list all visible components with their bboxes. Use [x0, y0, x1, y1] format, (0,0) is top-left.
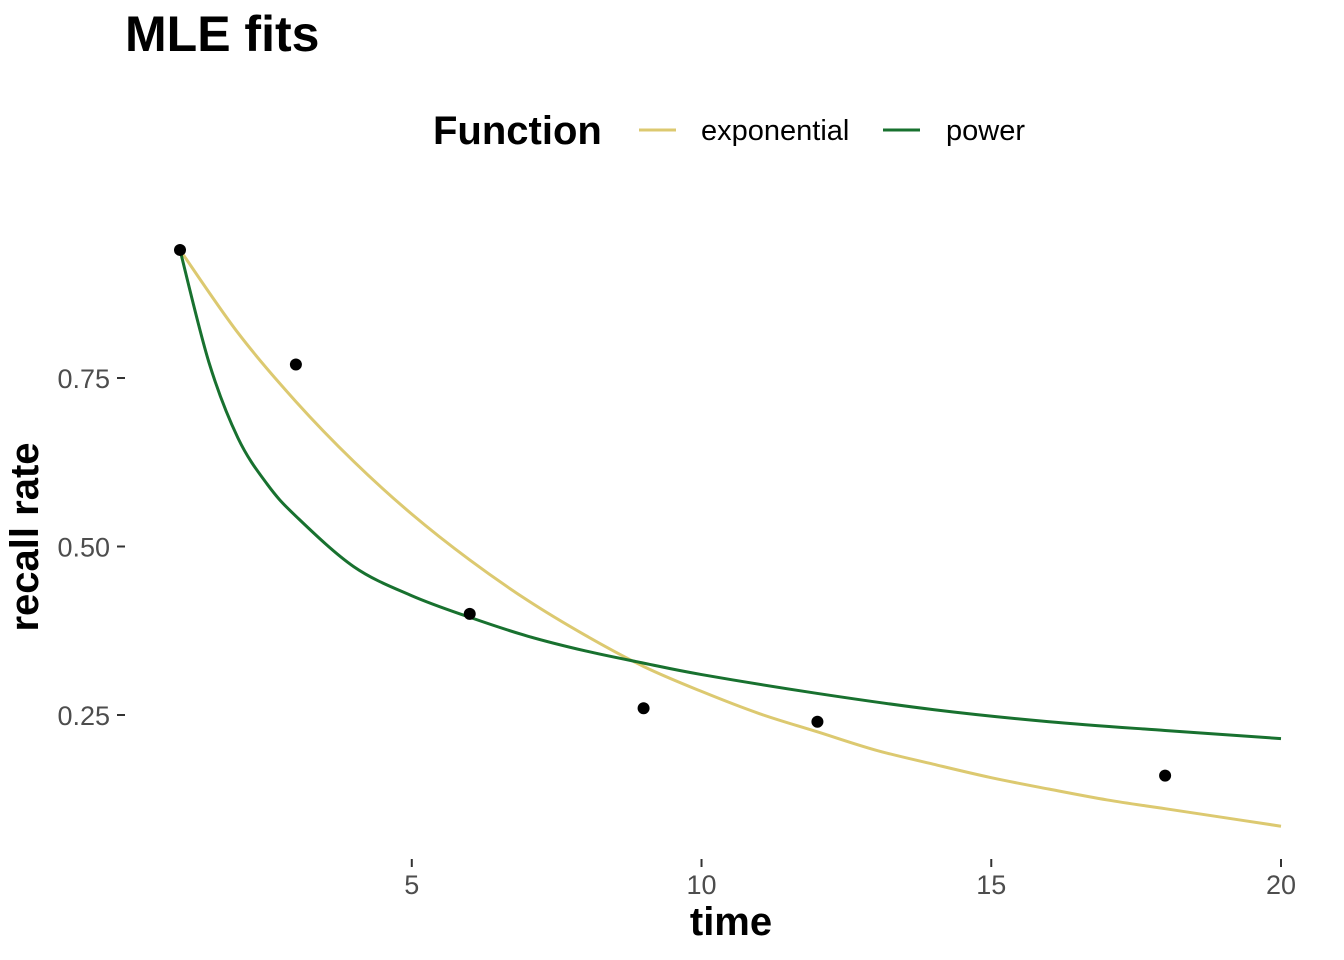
- series-line-exponential: [178, 249, 1282, 828]
- series-layer: [178, 249, 1282, 828]
- y-tick-label: 0.75: [57, 364, 110, 394]
- data-point: [174, 243, 186, 256]
- legend: Function exponential power: [433, 109, 1025, 153]
- y-axis-title: recall rate: [3, 442, 47, 631]
- y-tick-label: 0.25: [57, 701, 110, 731]
- legend-title: Function: [433, 109, 602, 153]
- y-tick-label: 0.50: [57, 533, 110, 563]
- series-line-power: [178, 249, 1282, 741]
- x-tick-label: 5: [404, 870, 419, 900]
- data-points: [174, 243, 1172, 782]
- y-axis: 0.25 0.50 0.75: [57, 364, 125, 731]
- data-point: [289, 358, 302, 371]
- legend-label-exponential: exponential: [701, 115, 849, 147]
- data-point: [637, 702, 650, 715]
- legend-label-power: power: [946, 115, 1025, 147]
- data-point: [811, 715, 824, 728]
- x-axis-title: time: [690, 900, 772, 944]
- data-point: [463, 607, 476, 620]
- x-tick-label: 20: [1266, 870, 1296, 900]
- data-point: [1159, 769, 1172, 782]
- x-tick-label: 10: [687, 870, 717, 900]
- x-axis: 5 10 15 20: [404, 859, 1296, 900]
- chart-title: MLE fits: [125, 6, 319, 62]
- x-tick-label: 15: [976, 870, 1006, 900]
